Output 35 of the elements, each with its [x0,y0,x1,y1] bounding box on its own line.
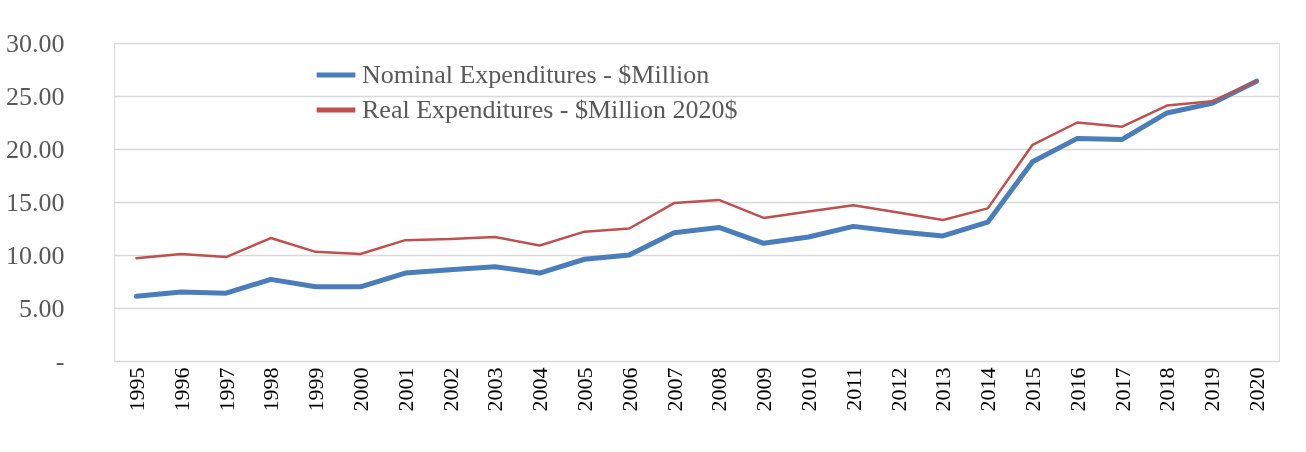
x-tick-label: 2000 [347,367,373,412]
x-tick-label: 2010 [796,367,822,412]
x-tick-label: 2004 [527,367,553,412]
x-tick-label: 2007 [661,367,687,412]
y-tick-label: 15.00 [6,187,65,217]
x-tick-label: 2006 [616,367,642,412]
x-tick-label: 2015 [1020,367,1046,412]
x-tick-label: 1997 [213,367,239,412]
y-tick-label: 30.00 [6,28,65,58]
x-tick-label: 1996 [168,367,194,412]
legend-label: Real Expenditures - $Million 2020$ [362,95,738,124]
x-tick-label: 1999 [303,367,329,412]
x-tick-label: 2016 [1064,367,1090,412]
y-tick-label: - [55,346,65,376]
x-tick-label: 2012 [885,367,911,412]
y-tick-label: 25.00 [6,81,65,111]
y-tick-label: 10.00 [6,240,65,270]
x-tick-label: 2008 [706,367,732,412]
y-tick-label: 5.00 [19,293,65,323]
x-tick-label: 2002 [437,367,463,412]
x-tick-label: 2001 [392,367,418,412]
x-tick-label: 2017 [1109,367,1135,412]
x-tick-label: 2005 [571,367,597,412]
x-tick-label: 2014 [975,367,1001,412]
x-tick-label: 2009 [751,367,777,412]
x-tick-label: 1998 [258,367,284,412]
x-tick-label: 2019 [1199,367,1225,412]
x-tick-label: 2003 [482,367,508,412]
x-tick-label: 1995 [123,367,149,412]
x-tick-label: 2013 [930,367,956,412]
x-tick-label: 2018 [1154,367,1180,412]
legend-label: Nominal Expenditures - $Million [362,60,710,89]
x-tick-label: 2011 [840,367,866,411]
y-tick-label: 20.00 [6,134,65,164]
x-tick-label: 2020 [1244,367,1270,412]
